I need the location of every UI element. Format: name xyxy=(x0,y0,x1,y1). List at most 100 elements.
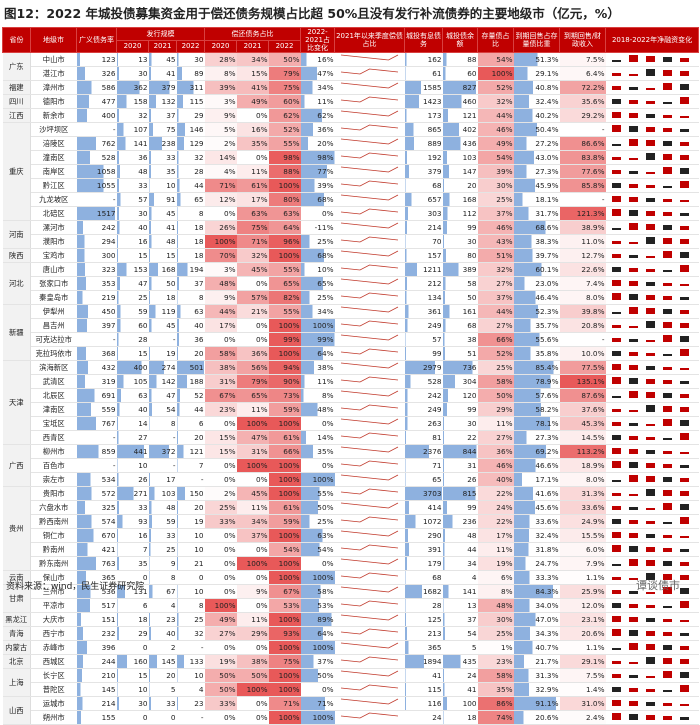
value-cell: 0% xyxy=(300,682,335,697)
net-financing-bar xyxy=(628,675,638,678)
net-financing-cell xyxy=(605,626,699,641)
value-cell: - xyxy=(76,122,117,137)
value-cell: 100% xyxy=(268,486,301,501)
net-financing-cell xyxy=(605,402,699,417)
sparkline xyxy=(340,292,398,299)
net-financing-bars xyxy=(611,559,689,566)
net-financing-cell xyxy=(605,248,699,263)
city-cell: 黔西南州 xyxy=(30,514,77,529)
net-financing-cell xyxy=(605,290,699,305)
value-cell: 0% xyxy=(300,416,335,431)
net-financing-cell xyxy=(605,640,699,655)
table-row: 西青区 -27-20 15% 47% 61% 14% 81 22 27% 27.3% 14.5% xyxy=(3,430,699,445)
city-cell: 新余市 xyxy=(30,108,77,123)
city-cell: 漳州市 xyxy=(30,80,77,95)
value-cell: 22 xyxy=(442,430,478,445)
value-cell: 20% xyxy=(300,136,335,151)
value-cell: 20 xyxy=(176,430,205,445)
value-cell: 72.2% xyxy=(559,80,606,95)
header-cell: 偿还债务占比 xyxy=(204,27,302,41)
value-cell: 23% xyxy=(204,402,237,417)
net-financing-cell xyxy=(605,234,699,249)
value-cell: 141 xyxy=(442,584,478,599)
watermark: 谭谈债市 xyxy=(636,579,680,592)
value-cell: 39% xyxy=(300,178,335,193)
net-financing-bar xyxy=(662,716,672,720)
net-financing-bar xyxy=(645,534,655,538)
value-cell: 50 xyxy=(148,276,177,291)
sparkline xyxy=(340,446,398,453)
city-cell: 湛江市 xyxy=(30,66,77,81)
city-cell: 北辰区 xyxy=(30,388,77,403)
city-cell: 武清区 xyxy=(30,374,77,389)
value-cell: - xyxy=(559,122,606,137)
value-cell: 38% xyxy=(204,360,237,375)
value-cell: 30 xyxy=(116,206,149,221)
value-cell: 31.3% xyxy=(513,668,560,683)
net-financing-bar xyxy=(645,127,655,132)
value-cell: 0% xyxy=(204,556,237,571)
table-row: 黔南州 421 7 25 10 0% 0% 54% 54% 391 44 11% 31.8% 6.0% xyxy=(3,542,699,557)
sparkline-line xyxy=(340,334,398,341)
value-cell: 20 xyxy=(176,500,205,515)
net-financing-bar xyxy=(679,549,689,552)
net-financing-bar xyxy=(679,659,689,664)
table-row: 上海 长宁区 210 15 20 10 50% 50% 100% 50% 41 24 58% 31.3% 7… xyxy=(2,668,699,697)
net-financing-bar xyxy=(679,575,689,580)
sparkline xyxy=(340,474,398,481)
value-cell: 6% xyxy=(477,570,514,585)
value-cell: 29% xyxy=(236,626,269,641)
net-financing-bar xyxy=(645,224,655,230)
net-financing-bar xyxy=(645,308,655,314)
net-financing-bar xyxy=(645,476,655,482)
net-financing-bar xyxy=(611,564,621,566)
value-cell: 61% xyxy=(268,500,301,515)
net-financing-bar xyxy=(645,702,655,706)
net-financing-bar xyxy=(645,321,655,328)
value-cell: 2979 xyxy=(404,360,443,375)
net-financing-bar xyxy=(679,239,689,244)
sparkline-cell xyxy=(334,248,405,263)
sparkline xyxy=(340,320,398,327)
value-cell: 65 xyxy=(176,192,205,207)
value-cell: - xyxy=(176,472,205,487)
value-cell: 71% xyxy=(204,178,237,193)
value-cell: 25% xyxy=(477,192,514,207)
sparkline-cell xyxy=(334,178,405,193)
value-cell: 194 xyxy=(176,262,205,277)
value-cell: 26% xyxy=(204,220,237,235)
header-cell: 地级市 xyxy=(30,27,77,53)
value-cell: 88 xyxy=(442,52,478,67)
net-financing-bar xyxy=(645,237,655,244)
value-cell: 8.0% xyxy=(559,290,606,305)
net-financing-bar xyxy=(628,630,638,636)
value-cell: 14.5% xyxy=(559,430,606,445)
value-cell: 0% xyxy=(204,332,237,347)
value-cell: 25% xyxy=(300,514,335,529)
value-cell: 50% xyxy=(204,682,237,697)
net-financing-bar xyxy=(645,172,655,174)
sparkline-cell xyxy=(334,668,405,683)
net-financing-bar xyxy=(679,297,689,300)
value-cell: 450 xyxy=(76,304,117,319)
value-cell: 48 xyxy=(116,164,149,179)
value-cell: 39.8% xyxy=(559,304,606,319)
value-cell: 103 xyxy=(442,150,478,165)
net-financing-bar xyxy=(679,517,689,524)
table-row: 六盘水市 325 33 48 20 25% 11% 61% 50% 414 99 24% 45.6% 33… xyxy=(3,500,699,515)
sparkline-cell xyxy=(334,598,405,613)
sparkline xyxy=(340,418,398,425)
net-financing-cell xyxy=(605,94,699,109)
value-cell: 30 xyxy=(442,416,478,431)
net-financing-bar xyxy=(679,142,689,146)
sparkline xyxy=(340,54,398,61)
value-cell: 31 xyxy=(442,458,478,473)
net-financing-bars xyxy=(611,223,689,230)
value-cell: 361 xyxy=(404,304,443,319)
value-cell: 12.0% xyxy=(559,598,606,613)
city-cell: 中山市 xyxy=(30,52,77,67)
value-cell: 10% xyxy=(300,262,335,277)
value-cell: 0 xyxy=(116,710,149,725)
sparkline-line xyxy=(340,278,398,285)
value-cell: 61% xyxy=(236,178,269,193)
